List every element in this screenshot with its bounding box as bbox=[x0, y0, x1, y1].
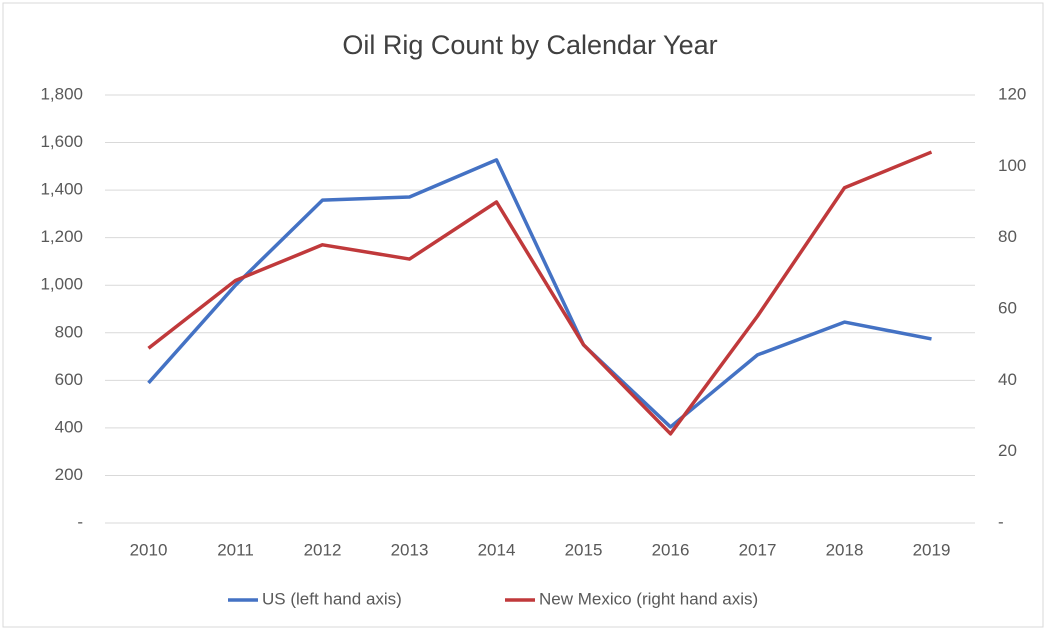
chart-title: Oil Rig Count by Calendar Year bbox=[342, 30, 717, 60]
x-tick-label: 2011 bbox=[217, 540, 254, 559]
y2-tick-label: 40 bbox=[998, 370, 1017, 389]
y-tick-label: 1,400 bbox=[40, 180, 83, 199]
x-tick-label: 2010 bbox=[130, 540, 168, 559]
series-line bbox=[147, 158, 932, 429]
x-tick-label: 2013 bbox=[391, 540, 429, 559]
x-tick-label: 2019 bbox=[913, 540, 951, 559]
y-tick-label: 600 bbox=[55, 370, 83, 389]
y-tick-label: 1,600 bbox=[40, 132, 83, 151]
x-tick-label: 2015 bbox=[565, 540, 603, 559]
y-tick-label: 1,200 bbox=[40, 227, 83, 246]
y-tick-label: 200 bbox=[55, 465, 83, 484]
y-tick-label: - bbox=[77, 512, 83, 531]
series-line bbox=[147, 150, 933, 436]
y-tick-label: 1,000 bbox=[40, 275, 83, 294]
y-tick-label: 1,800 bbox=[40, 84, 83, 103]
x-tick-label: 2017 bbox=[739, 540, 777, 559]
y2-tick-label: 80 bbox=[998, 227, 1017, 246]
y2-tick-label: 20 bbox=[998, 441, 1017, 460]
legend-label: New Mexico (right hand axis) bbox=[539, 589, 758, 608]
legend-label: US (left hand axis) bbox=[262, 589, 402, 608]
y2-tick-label: 60 bbox=[998, 298, 1017, 317]
x-tick-label: 2012 bbox=[304, 540, 342, 559]
y2-tick-label: - bbox=[998, 512, 1004, 531]
y-tick-label: 800 bbox=[55, 322, 83, 341]
y2-tick-label: 120 bbox=[998, 84, 1026, 103]
x-tick-label: 2016 bbox=[652, 540, 690, 559]
y-tick-label: 400 bbox=[55, 417, 83, 436]
x-tick-label: 2018 bbox=[826, 540, 864, 559]
y2-tick-label: 100 bbox=[998, 156, 1026, 175]
x-tick-label: 2014 bbox=[478, 540, 516, 559]
